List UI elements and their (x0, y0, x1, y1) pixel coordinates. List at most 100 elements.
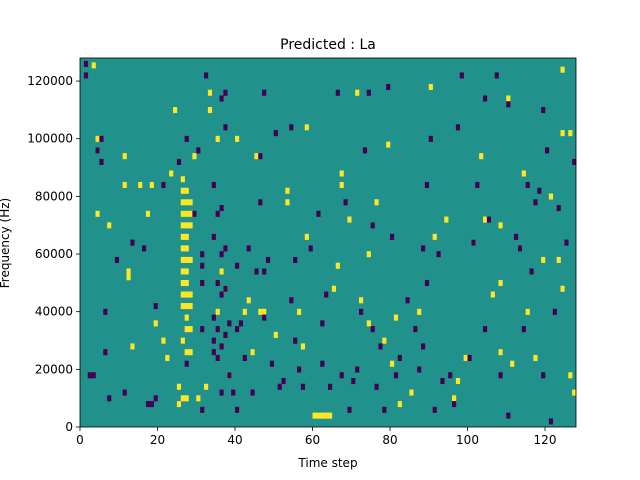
low-intensity-cell (227, 372, 232, 379)
low-intensity-cell (541, 372, 546, 379)
low-intensity-cell (91, 372, 96, 379)
high-intensity-cells (91, 62, 577, 419)
high-intensity-cell (188, 210, 193, 217)
low-intensity-cells (83, 60, 577, 425)
high-intensity-cell (273, 331, 278, 338)
low-intensity-cell (572, 158, 577, 165)
high-intensity-cell (149, 181, 154, 189)
low-intensity-cell (204, 72, 209, 79)
x-axis-label: Time step (297, 456, 357, 470)
low-intensity-cell (506, 412, 511, 419)
low-intensity-cell (370, 222, 375, 229)
low-intensity-cell (421, 245, 426, 252)
low-intensity-cell (374, 383, 379, 390)
high-intensity-cell (204, 383, 209, 390)
high-intensity-cell (180, 279, 185, 287)
low-intensity-cell (161, 181, 166, 189)
high-intensity-cell (328, 412, 333, 419)
low-intensity-cell (192, 210, 197, 217)
low-intensity-cell (223, 124, 228, 131)
low-intensity-cell (514, 233, 519, 240)
high-intensity-cell (95, 210, 100, 217)
low-intensity-cell (215, 326, 220, 333)
low-intensity-cell (130, 239, 135, 246)
low-intensity-cell (211, 233, 216, 240)
y-tick-label: 100000 (27, 132, 73, 146)
low-intensity-cell (370, 326, 375, 333)
high-intensity-cell (91, 62, 96, 69)
high-intensity-cell (285, 187, 290, 194)
high-intensity-cell (173, 107, 178, 114)
low-intensity-cell (238, 320, 244, 327)
y-tick-label: 20000 (35, 362, 73, 376)
high-intensity-cell (188, 256, 193, 263)
high-intensity-cell (479, 153, 484, 160)
x-axis-ticks: 0 20 40 60 80 100 120 (76, 427, 556, 447)
high-intensity-cell (506, 95, 511, 102)
high-intensity-cell (180, 303, 185, 310)
high-intensity-cell (176, 383, 182, 390)
high-intensity-cell (432, 233, 437, 240)
high-intensity-cell (126, 274, 131, 281)
high-intensity-cell (386, 141, 391, 148)
high-intensity-cell (444, 216, 449, 223)
high-intensity-cell (393, 314, 399, 321)
low-intensity-cell (262, 314, 267, 321)
low-intensity-cell (200, 251, 205, 258)
low-intensity-cell (521, 326, 526, 333)
low-intensity-cell (262, 89, 267, 96)
high-intensity-cell (215, 135, 220, 142)
low-intensity-cell (211, 349, 216, 356)
low-intensity-cell (145, 401, 151, 408)
high-intensity-cell (347, 216, 352, 223)
high-intensity-cell (572, 389, 577, 396)
x-tick-label: 20 (150, 433, 165, 447)
low-intensity-cell (83, 72, 89, 79)
chart-title: Predicted : La (280, 37, 376, 53)
low-intensity-cell (153, 395, 158, 402)
low-intensity-cell (269, 360, 275, 367)
high-intensity-cell (490, 291, 495, 298)
high-intensity-cell (180, 268, 185, 275)
high-intensity-cell (548, 193, 554, 200)
low-intensity-cell (405, 297, 410, 304)
high-intensity-cell (184, 245, 189, 252)
low-intensity-cell (200, 326, 205, 333)
low-intensity-cell (347, 406, 352, 413)
low-intensity-cell (382, 406, 387, 413)
low-intensity-cell (223, 331, 228, 338)
high-intensity-cell (188, 349, 193, 356)
high-intensity-cell (196, 395, 201, 402)
low-intensity-cell (552, 308, 557, 315)
high-intensity-cell (180, 176, 185, 183)
low-intensity-cell (541, 107, 546, 114)
low-intensity-cell (258, 199, 263, 206)
high-intensity-cell (300, 343, 306, 350)
high-intensity-cell (184, 326, 189, 333)
low-intensity-cell (390, 233, 395, 240)
high-intensity-cell (498, 349, 503, 356)
high-intensity-cell (533, 354, 538, 361)
high-intensity-cell (180, 210, 185, 217)
low-intensity-cell (114, 256, 120, 263)
high-intensity-cell (165, 354, 170, 361)
low-intensity-cell (413, 326, 418, 333)
low-intensity-cell (436, 251, 441, 258)
y-tick-label: 80000 (35, 189, 73, 203)
high-intensity-cell (560, 285, 565, 292)
high-intensity-cell (297, 308, 302, 315)
high-intensity-cell (184, 395, 189, 402)
low-intensity-cell (219, 389, 224, 396)
high-intensity-cell (188, 291, 193, 298)
low-intensity-cell (320, 320, 325, 327)
low-intensity-cell (227, 320, 232, 327)
low-intensity-cell (277, 383, 282, 390)
high-intensity-cell (184, 222, 189, 229)
low-intensity-cell (289, 297, 294, 304)
high-intensity-cell (262, 308, 267, 315)
low-intensity-cell (320, 360, 325, 367)
low-intensity-cell (211, 181, 216, 189)
low-intensity-cell (339, 372, 344, 379)
low-intensity-cell (537, 187, 542, 194)
low-intensity-cell (107, 395, 112, 402)
